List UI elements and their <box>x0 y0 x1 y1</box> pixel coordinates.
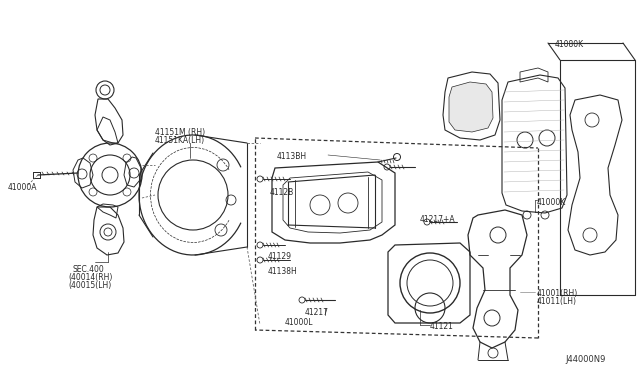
Text: 41151KA(LH): 41151KA(LH) <box>155 136 205 145</box>
Text: 41011(LH): 41011(LH) <box>537 297 577 306</box>
Text: 41217: 41217 <box>305 308 329 317</box>
Text: SEC.400: SEC.400 <box>72 265 104 274</box>
Text: 41217+A: 41217+A <box>420 215 456 224</box>
Text: 41000L: 41000L <box>285 318 314 327</box>
Text: (40015(LH): (40015(LH) <box>68 281 111 290</box>
Text: 41121: 41121 <box>430 322 454 331</box>
Polygon shape <box>449 82 493 132</box>
Text: 41000A: 41000A <box>8 183 38 192</box>
Text: 41129: 41129 <box>268 252 292 261</box>
Text: 41080K: 41080K <box>555 40 584 49</box>
Text: 41001(RH): 41001(RH) <box>537 289 579 298</box>
Text: 4113BH: 4113BH <box>277 152 307 161</box>
Bar <box>33 172 40 178</box>
Text: 41138H: 41138H <box>268 267 298 276</box>
Text: J44000N9: J44000N9 <box>565 355 605 364</box>
Text: 41151M (RH): 41151M (RH) <box>155 128 205 137</box>
Text: 4112B: 4112B <box>270 188 294 197</box>
Text: 41000K: 41000K <box>537 198 566 207</box>
Text: (40014(RH): (40014(RH) <box>68 273 113 282</box>
